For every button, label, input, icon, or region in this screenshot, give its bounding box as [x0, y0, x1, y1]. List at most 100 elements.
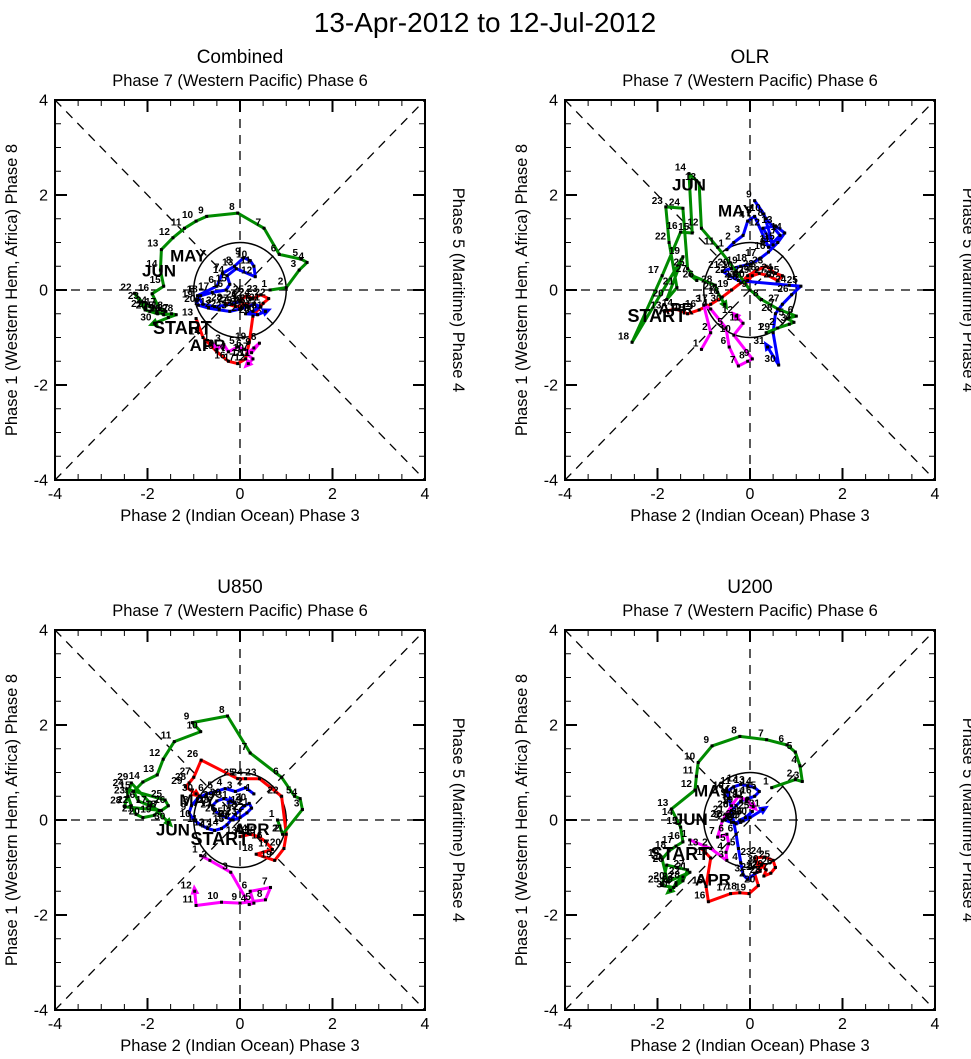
- day-marker: [201, 302, 205, 306]
- month-label-may: MAY: [694, 781, 731, 800]
- day-marker: [284, 832, 288, 836]
- day-marker: [736, 794, 740, 798]
- day-marker: [248, 751, 252, 755]
- day-number: 24: [113, 778, 125, 789]
- right-axis-label: Phase 5 (Maritime) Phase 4: [449, 718, 467, 923]
- day-marker: [744, 798, 748, 802]
- month-label-may: MAY: [179, 791, 216, 810]
- day-number: 3: [735, 224, 741, 235]
- day-marker: [753, 786, 757, 790]
- day-marker: [771, 858, 775, 862]
- day-number: 14: [662, 298, 674, 309]
- day-number: 12: [149, 748, 161, 759]
- x-tick-label: 0: [746, 486, 755, 503]
- day-number: 20: [744, 875, 756, 886]
- day-marker: [746, 219, 750, 223]
- day-marker: [199, 730, 203, 734]
- day-number: 11: [171, 217, 182, 228]
- day-marker: [148, 305, 152, 309]
- day-marker: [761, 808, 765, 812]
- day-number: 22: [655, 232, 667, 243]
- day-number: 27: [200, 800, 212, 811]
- day-marker: [720, 295, 724, 299]
- day-marker: [799, 284, 803, 288]
- day-marker: [251, 309, 255, 313]
- day-number: 18: [152, 300, 164, 311]
- day-marker: [222, 797, 226, 801]
- day-marker: [739, 264, 743, 268]
- day-number: 4: [292, 788, 298, 799]
- day-number: 22: [120, 282, 132, 293]
- day-number: 8: [731, 725, 737, 736]
- day-marker: [741, 233, 745, 237]
- day-marker: [660, 857, 664, 861]
- left-axis-label: Phase 1 (Western Hem, Africa) Phase 8: [3, 674, 21, 966]
- day-number: 23: [226, 807, 238, 818]
- day-marker: [183, 785, 187, 789]
- day-marker: [155, 309, 159, 313]
- day-number: 16: [754, 241, 766, 252]
- day-marker: [205, 792, 209, 796]
- day-number: 2: [278, 277, 284, 288]
- day-marker: [758, 869, 762, 873]
- day-number: 17: [697, 293, 709, 304]
- day-number: 8: [714, 810, 720, 821]
- day-marker: [725, 832, 729, 836]
- x-tick-label: -2: [650, 486, 664, 503]
- day-marker: [213, 809, 217, 812]
- day-number: 22: [255, 288, 267, 299]
- day-marker: [771, 331, 775, 335]
- day-number: 29: [729, 810, 741, 821]
- day-number: 14: [697, 847, 709, 858]
- day-number: 30: [747, 854, 759, 865]
- day-number: 5: [292, 248, 298, 259]
- day-marker: [129, 804, 133, 808]
- day-marker: [220, 900, 223, 904]
- day-marker: [681, 875, 685, 879]
- day-number: 1: [231, 291, 237, 302]
- day-marker: [681, 206, 685, 210]
- day-marker: [729, 892, 733, 896]
- day-marker: [732, 820, 736, 824]
- day-marker: [259, 293, 263, 297]
- day-marker: [704, 885, 708, 888]
- day-marker: [163, 798, 167, 802]
- day-number: 27: [673, 859, 685, 870]
- day-number: 10: [713, 781, 725, 792]
- day-number: 7: [243, 342, 249, 353]
- day-number: 4: [220, 341, 226, 352]
- day-number: 24: [239, 288, 251, 299]
- day-marker: [228, 309, 232, 313]
- day-number: 26: [187, 749, 199, 760]
- day-number: 1: [748, 861, 754, 872]
- day-number: 8: [739, 350, 745, 361]
- day-marker: [305, 260, 309, 264]
- day-marker: [778, 233, 782, 237]
- day-marker: [252, 792, 256, 796]
- day-number: 8: [753, 289, 759, 300]
- day-number: 11: [729, 312, 740, 323]
- day-marker: [284, 286, 288, 290]
- day-number: 15: [213, 814, 225, 825]
- day-marker: [716, 290, 720, 294]
- day-marker: [282, 847, 286, 850]
- day-number: 3: [695, 294, 701, 305]
- day-marker: [695, 279, 699, 282]
- day-marker: [756, 884, 760, 888]
- day-marker: [793, 778, 797, 782]
- day-number: 30: [736, 807, 748, 818]
- day-marker: [760, 298, 764, 301]
- day-number: 12: [739, 796, 751, 807]
- day-marker: [248, 889, 252, 893]
- day-marker: [748, 262, 752, 266]
- day-marker: [252, 346, 256, 350]
- day-marker: [251, 297, 255, 301]
- day-marker: [251, 314, 255, 318]
- day-number: 6: [718, 823, 724, 834]
- day-number: 28: [198, 795, 210, 806]
- month-label-may: MAY: [718, 201, 755, 220]
- day-marker: [224, 303, 228, 307]
- day-marker: [215, 284, 219, 288]
- day-marker: [152, 813, 156, 817]
- day-marker: [251, 357, 255, 361]
